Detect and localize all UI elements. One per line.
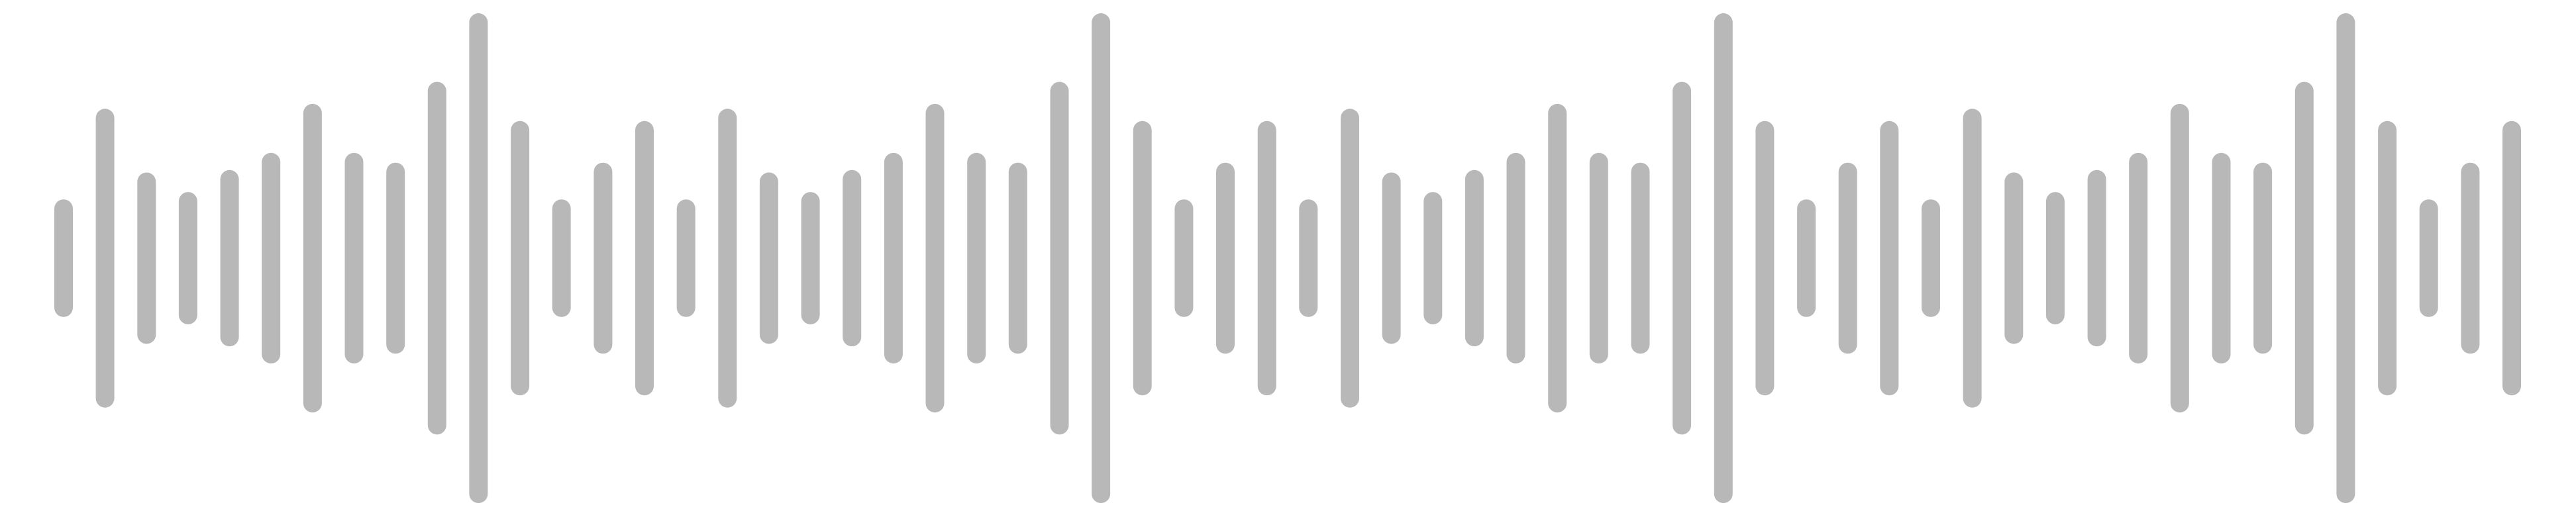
waveform-bar xyxy=(2087,169,2106,347)
waveform-bar xyxy=(1216,162,1235,354)
waveform-bar xyxy=(1797,199,1816,317)
waveform-bar xyxy=(1050,81,1069,435)
waveform-bar xyxy=(801,192,820,324)
waveform-bar xyxy=(2212,152,2231,364)
waveform-bar xyxy=(1880,120,1899,396)
waveform-bar xyxy=(1423,192,1443,324)
waveform-bar xyxy=(262,152,281,364)
waveform-bar xyxy=(2419,199,2438,317)
waveform-bar xyxy=(1506,152,1525,364)
waveform-bar xyxy=(759,172,778,344)
waveform-bar xyxy=(1589,152,1608,364)
waveform-bar xyxy=(2004,172,2024,344)
waveform-bar xyxy=(843,169,862,347)
waveform-bar xyxy=(1922,199,1940,317)
waveform-bar xyxy=(1714,13,1733,503)
waveform-bar xyxy=(2045,192,2065,324)
waveform-bar xyxy=(967,152,986,364)
waveform-bar xyxy=(386,162,405,354)
waveform-bar xyxy=(2502,120,2521,396)
waveform-bar xyxy=(1465,169,1484,347)
waveform-bar xyxy=(593,162,613,354)
waveform-bar xyxy=(2253,162,2273,354)
waveform-bar xyxy=(884,152,903,364)
waveform-bar xyxy=(2170,103,2189,413)
waveform-bar xyxy=(1133,120,1152,396)
waveform-bar xyxy=(2336,13,2355,503)
waveform-bar xyxy=(1092,13,1111,503)
waveform-bar xyxy=(1673,81,1692,435)
waveform-bar xyxy=(1341,109,1359,408)
waveform-bar xyxy=(1382,172,1401,344)
waveform-bar xyxy=(1008,162,1027,354)
waveform-bar xyxy=(1257,120,1276,396)
waveform-bar xyxy=(1755,120,1775,396)
waveform-bar xyxy=(178,192,197,324)
waveform-bar xyxy=(2461,162,2480,354)
waveform-bar xyxy=(2129,152,2148,364)
waveform-bar xyxy=(718,109,737,408)
waveform-bar xyxy=(427,81,446,435)
waveform-bar xyxy=(54,199,73,317)
waveform-bar xyxy=(676,199,696,317)
waveform-bar xyxy=(1963,109,1982,408)
waveform-bar xyxy=(1631,162,1650,354)
waveform-bar xyxy=(2294,81,2314,435)
waveform-bar xyxy=(1548,103,1567,413)
waveform-bar xyxy=(469,13,488,503)
waveform-bar xyxy=(2378,120,2397,396)
waveform-bar xyxy=(344,152,364,364)
waveform-bar xyxy=(220,169,239,347)
waveform-bar xyxy=(511,120,530,396)
waveform-bar xyxy=(1299,199,1318,317)
waveform-bar xyxy=(303,103,322,413)
waveform-bar xyxy=(137,172,156,344)
waveform-bar xyxy=(925,103,945,413)
waveform-bar xyxy=(552,199,571,317)
waveform-bar xyxy=(1174,199,1194,317)
waveform-bar xyxy=(635,120,654,396)
waveform-bar xyxy=(95,109,115,408)
waveform-bar xyxy=(1838,162,1857,354)
